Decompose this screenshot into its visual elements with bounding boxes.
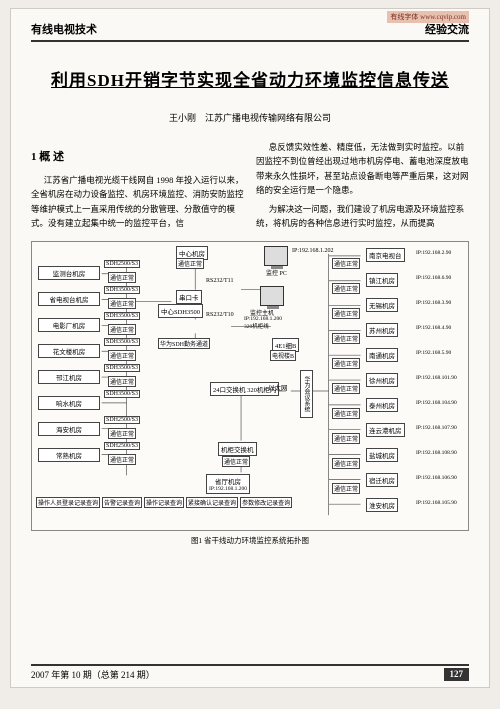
left-room-node: 花文楼机房 [38,344,100,358]
page: 有线字体 www.cqvip.com 有线电视技术 经验交流 利用SDH开销字节… [10,8,490,688]
left-column: 1 概 述 江苏省广播电视光缆干线网自 1998 年投入运行以来，全省机房在动力… [31,140,244,235]
right-comm-label: 通信正常 [332,283,360,294]
header-row: 有线电视技术 经验交流 [31,21,469,42]
query-button[interactable]: 告警记录查询 [102,497,142,508]
right-room-node: 镇江机房 [366,273,398,287]
left-sdh-node: SDH2500/S3 [104,442,140,450]
query-button[interactable]: 紧接确认记录查询 [186,497,238,508]
rs232-1: RS232/T11 [206,278,233,284]
author-row: 王小刚 江苏广播电视传输网络有限公司 [31,111,469,124]
diagram-caption: 图1 省干线动力环境监控系统拓扑图 [31,535,469,546]
monitor-pc-ip: IP:192.168.1.202 [292,248,334,254]
source-url: 有线字体 www.cqvip.com [387,11,469,23]
paragraph-3: 为解决这一问题，我们建设了机房电源及环境监控系统，将机房的各种信息进行实时监控，… [256,202,469,231]
right-comm-label: 通信正常 [332,258,360,269]
tv-univ-node: 电视楼B [270,350,296,361]
author-org: 江苏广播电视传输网络有限公司 [205,113,331,123]
right-ip-label: IP:192.168.4.90 [416,325,451,331]
paragraph-2: 息反馈实效性差、精度低，无法做到实时监控。以前因监控不到位曾经出现过地市机房停电… [256,140,469,198]
body-columns: 1 概 述 江苏省广播电视光缆干线网自 1998 年投入运行以来，全省机房在动力… [31,140,469,235]
article-title: 利用SDH开销字节实现全省动力环境监控信息传送 [31,66,469,91]
left-room-node: 邗江机房 [38,370,100,384]
left-sdh-node: SDH3500/S3 [104,338,140,346]
right-room-node: 无锡机房 [366,298,398,312]
right-room-node: 宿迁机房 [366,473,398,487]
rs232-2: RS232/T10 [206,312,234,318]
left-room-node: 常熟机房 [38,448,100,462]
optical-switch-node: 机柜交换机 [218,442,257,456]
topology-diagram: 监测台机房SDH2500/S3通信正常省电视台机房SDH3500/S3通信正常电… [31,241,469,531]
right-comm-label: 通信正常 [332,408,360,419]
author-name: 王小刚 [169,113,196,123]
comm-ok-2: 通信正常 [222,456,250,467]
issue-info: 2007 年第 10 期（总第 214 期） [31,668,155,681]
query-button[interactable]: 操作人员登录记录查询 [36,497,100,508]
right-column: 息反馈实效性差、精度低，无法做到实时监控。以前因监控不到位曾经出现过地市机房停电… [256,140,469,235]
left-comm-label: 通信正常 [108,428,136,439]
right-comm-label: 通信正常 [332,333,360,344]
right-ip-label: IP:192.168.2.90 [416,250,451,256]
left-comm-label: 通信正常 [108,272,136,283]
right-ip-label: IP:192.168.105.90 [416,500,457,506]
left-room-node: 电影厂机房 [38,318,100,332]
comm-ok-label: 通信正常 [176,258,204,269]
left-comm-label: 通信正常 [108,454,136,465]
right-ip-label: IP:192.168.6.90 [416,275,451,281]
footer: 2007 年第 10 期（总第 214 期） 127 [31,664,469,681]
section-1-heading: 1 概 述 [31,148,244,167]
left-room-node: 省电视台机房 [38,292,100,306]
pc-icon [264,246,288,266]
port-card-node: 串口卡 [176,290,202,304]
right-comm-label: 通信正常 [332,308,360,319]
right-room-node: 连云港机房 [366,423,405,437]
right-room-node: 徐州机房 [366,373,398,387]
right-ip-label: IP:192.168.101.90 [416,375,457,381]
query-button[interactable]: 操作记录查询 [144,497,184,508]
left-sdh-node: SDH2500/S3 [104,260,140,268]
right-ip-label: IP:192.168.104.90 [416,400,457,406]
right-comm-label: 通信正常 [332,483,360,494]
left-room-node: 海安机房 [38,422,100,436]
ethernet-label: 以太网 [268,382,288,392]
page-number: 127 [444,668,470,681]
right-ip-label: IP:192.168.107.90 [416,425,457,431]
right-comm-label: 通信正常 [332,433,360,444]
left-comm-label: 通信正常 [108,350,136,361]
left-sdh-node: SDH3500/S3 [104,286,140,294]
right-room-node: 苏州机房 [366,323,398,337]
left-room-node: 监测台机房 [38,266,100,280]
right-ip-label: IP:192.168.5.90 [416,350,451,356]
left-comm-label: 通信正常 [108,324,136,335]
left-sdh-node: SDH3500/S3 [104,390,140,398]
right-room-node: 淮安机房 [366,498,398,512]
right-comm-label: 通信正常 [332,383,360,394]
left-sdh-node: SDH3500/S3 [104,312,140,320]
monitor-pc-label: 监控 PC [266,268,287,277]
prov-room-node: 省厅机房 IP:192.168.1.200 [206,474,250,494]
left-comm-label: 通信正常 [108,298,136,309]
hw-sdh-node: 中心SDH3500 [158,304,203,318]
right-room-node: 泰州机房 [366,398,398,412]
monitor-host-ip: IP:192.168.1.200 320机柜线 [244,316,282,330]
left-comm-label: 通信正常 [108,376,136,387]
right-comm-label: 通信正常 [332,458,360,469]
huawei-equip-node: 华为会议系统 [300,370,313,418]
right-room-node: 南通机房 [366,348,398,362]
right-comm-label: 通信正常 [332,358,360,369]
journal-name: 有线电视技术 [31,21,97,37]
right-ip-label: IP:192.168.3.90 [416,300,451,306]
left-sdh-node: SDH2500/S3 [104,416,140,424]
right-ip-label: IP:192.168.108.90 [416,450,457,456]
right-ip-label: IP:192.168.106.90 [416,475,457,481]
right-room-node: 盐城机房 [366,448,398,462]
left-room-node: 响水机房 [38,396,100,410]
query-button[interactable]: 参数修改记录查询 [240,497,292,508]
left-sdh-node: SDH3500/S3 [104,364,140,372]
right-room-node: 南京电视台 [366,248,405,262]
hw-sdh-business-node: 华为SDH勤务通道 [158,338,210,349]
host-icon [260,286,284,306]
paragraph-1: 江苏省广播电视光缆干线网自 1998 年投入运行以来，全省机房在动力设备监控、机… [31,173,244,231]
section-name: 经验交流 [425,21,469,37]
